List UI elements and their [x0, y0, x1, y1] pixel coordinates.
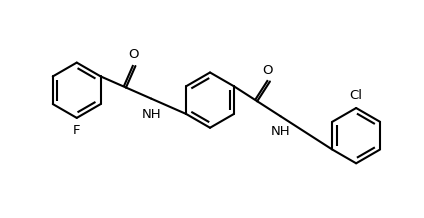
Text: O: O — [128, 48, 139, 61]
Text: NH: NH — [142, 107, 161, 121]
Text: O: O — [263, 64, 273, 77]
Text: F: F — [73, 124, 81, 137]
Text: Cl: Cl — [350, 89, 363, 102]
Text: NH: NH — [271, 125, 290, 138]
